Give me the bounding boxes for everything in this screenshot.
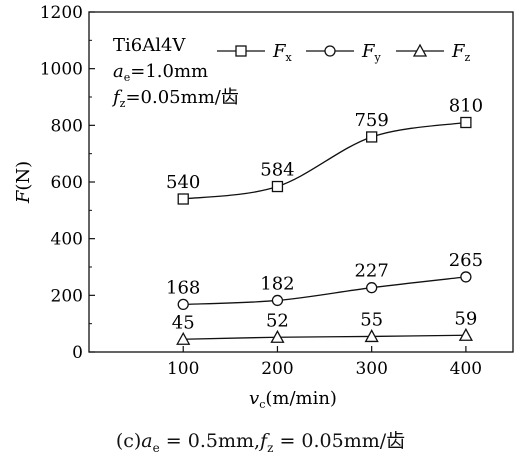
legend: Fx Fy Fz xyxy=(217,41,471,64)
y-tick-label: 1200 xyxy=(40,3,83,23)
legend-label: Fz xyxy=(451,41,471,64)
legend-item-Fz: Fz xyxy=(396,41,471,64)
caption-fz-subscript: z xyxy=(267,440,274,455)
y-tick-label: 800 xyxy=(51,116,83,136)
caption-ae-subscript: e xyxy=(152,440,160,455)
condition-ae: ae=1.0mm xyxy=(113,61,208,84)
caption-fz-value: = 0.05mm/齿 xyxy=(273,430,406,452)
condition-material: Ti6Al4V xyxy=(113,35,186,56)
data-point xyxy=(177,193,189,205)
y-tick-label: 200 xyxy=(51,286,83,306)
force-chart: 100 200 300 400 0 200 400 600 800 1000 1200 vc(m/mi… xyxy=(13,3,514,411)
series-layer: 540 584 759 810 168 182 227 265 45 52 55 59 xyxy=(166,96,483,345)
y-tick-label: 400 xyxy=(51,230,83,250)
data-label: 59 xyxy=(454,308,477,329)
data-point xyxy=(366,282,378,294)
legend-item-Fy: Fy xyxy=(306,41,382,64)
data-label: 540 xyxy=(166,172,200,193)
series-line xyxy=(183,334,466,340)
x-tick-label: 400 xyxy=(450,359,482,379)
legend-marker xyxy=(412,43,428,57)
legend-marker xyxy=(235,45,247,57)
data-label: 759 xyxy=(354,110,388,131)
series-line xyxy=(183,121,466,200)
data-point xyxy=(366,131,378,143)
legend-item-Fx: Fx xyxy=(217,41,293,64)
data-label: 584 xyxy=(260,160,294,181)
data-point xyxy=(458,327,473,341)
figure-caption: (c)ae = 0.5mm,fz = 0.05mm/齿 xyxy=(0,426,521,455)
data-point xyxy=(177,298,189,311)
data-label: 45 xyxy=(172,312,195,333)
caption-ae-value: = 0.5mm, xyxy=(159,430,261,452)
data-point xyxy=(460,116,472,129)
x-tick-label: 100 xyxy=(167,359,199,379)
data-point xyxy=(176,331,191,345)
data-label: 55 xyxy=(360,309,383,330)
data-label: 52 xyxy=(266,310,289,331)
data-label: 227 xyxy=(354,261,388,282)
y-axis-label: F(N) xyxy=(13,161,34,204)
x-tick-label: 200 xyxy=(261,359,293,379)
series-Fx: 540 584 759 810 xyxy=(166,96,483,205)
legend-label: Fy xyxy=(361,41,382,64)
data-point xyxy=(271,180,284,193)
y-tick-label: 0 xyxy=(72,343,83,363)
series-Fy: 168 182 227 265 xyxy=(166,250,483,311)
condition-fz: fz=0.05mm/齿 xyxy=(111,87,239,110)
legend-label: Fx xyxy=(272,41,293,64)
data-point xyxy=(271,294,284,307)
data-point xyxy=(270,329,285,343)
x-axis-label: vc(m/min) xyxy=(249,388,337,411)
data-label: 182 xyxy=(260,273,294,294)
y-tick-label: 600 xyxy=(51,173,83,193)
series-line xyxy=(183,276,466,306)
caption-ae-symbol: a xyxy=(141,430,153,452)
conditions-text: Ti6Al4V ae=1.0mm fz=0.05mm/齿 xyxy=(111,35,239,110)
caption-prefix: (c) xyxy=(115,430,142,452)
data-point xyxy=(460,271,472,283)
series-Fz: 45 52 55 59 xyxy=(172,308,477,345)
legend-marker xyxy=(324,45,336,57)
y-tick-label: 1000 xyxy=(40,60,83,80)
x-tick-label: 300 xyxy=(355,359,387,379)
caption-fz-symbol: f xyxy=(260,430,268,452)
data-label: 168 xyxy=(166,277,200,298)
axes: 100 200 300 400 0 200 400 600 800 1000 1200 vc(m/mi… xyxy=(13,3,514,411)
data-label: 265 xyxy=(449,250,483,271)
data-label: 810 xyxy=(449,96,483,117)
data-point xyxy=(364,329,379,343)
